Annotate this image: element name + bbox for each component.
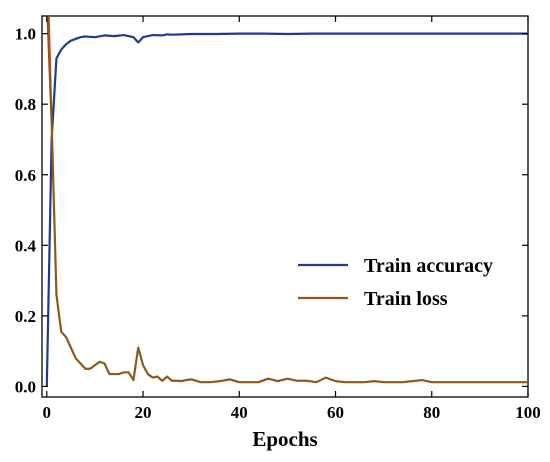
x-tick-label: 60 <box>327 403 344 422</box>
series-line-0 <box>45 32 528 387</box>
legend-label: Train loss <box>364 288 448 310</box>
y-tick-label: 0.0 <box>15 377 36 396</box>
x-tick-label: 40 <box>231 403 248 422</box>
y-tick-label: 1.0 <box>15 25 36 44</box>
legend-label: Train accuracy <box>364 255 493 277</box>
x-tick-label: 80 <box>423 403 440 422</box>
x-tick-label: 0 <box>43 403 52 422</box>
legend: Train accuracy Train loss <box>298 255 493 310</box>
y-tick-label: 0.8 <box>15 95 36 114</box>
y-tick-label: 0.4 <box>15 236 37 255</box>
series-line-1 <box>46 16 528 384</box>
y-axis: 0.0 0.2 0.4 0.6 0.8 1.0 <box>15 25 528 396</box>
x-axis-label: Epochs <box>252 427 317 451</box>
x-axis: 0 20 40 60 80 100 <box>43 16 541 422</box>
x-tick-label: 20 <box>135 403 152 422</box>
y-tick-label: 0.2 <box>15 307 36 326</box>
plot-area <box>41 15 529 398</box>
series-layer <box>45 16 528 387</box>
x-tick-label: 100 <box>515 403 541 422</box>
y-tick-label: 0.6 <box>15 166 36 185</box>
